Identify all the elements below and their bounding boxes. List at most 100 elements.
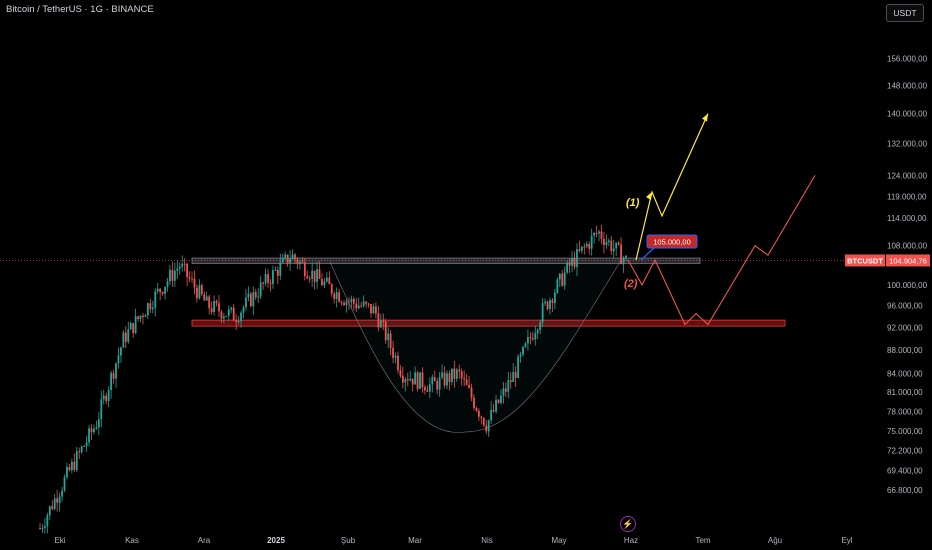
candle-body bbox=[539, 322, 542, 331]
time-tick-label: Eyl bbox=[841, 536, 852, 545]
candle-body bbox=[566, 262, 569, 273]
candle-body bbox=[240, 312, 242, 322]
candle-body bbox=[200, 285, 203, 295]
candle-body bbox=[536, 330, 539, 334]
candle-body bbox=[357, 305, 360, 309]
candle-body bbox=[298, 261, 301, 265]
candle-body bbox=[286, 254, 289, 264]
candle-body bbox=[446, 373, 448, 386]
candle-body bbox=[56, 498, 59, 503]
candle-body bbox=[507, 380, 510, 392]
candle-body bbox=[249, 293, 252, 307]
candle-body bbox=[517, 356, 520, 378]
candle-body bbox=[580, 246, 583, 251]
candle-body bbox=[245, 297, 247, 308]
price-tick-label: 75.000,00 bbox=[887, 427, 923, 436]
candle-body bbox=[399, 370, 402, 376]
time-tick-label: Kas bbox=[125, 536, 139, 545]
candle-body bbox=[323, 281, 326, 286]
candle-body bbox=[308, 278, 311, 280]
symbol-tag bbox=[845, 254, 885, 267]
candle-body bbox=[421, 372, 424, 388]
scenario-1-arrowhead bbox=[702, 113, 708, 122]
candle-body bbox=[100, 399, 103, 420]
candle-body bbox=[139, 315, 142, 319]
candle-body bbox=[519, 354, 522, 357]
time-tick-label: Ara bbox=[198, 536, 211, 545]
candle-body bbox=[169, 269, 171, 282]
candle-body bbox=[144, 315, 147, 317]
candle-body bbox=[186, 263, 189, 278]
candle-body bbox=[576, 249, 578, 267]
lightning-icon[interactable]: ⚡ bbox=[620, 516, 636, 532]
candle-body bbox=[360, 305, 363, 307]
candle-body bbox=[218, 303, 220, 312]
candle-body bbox=[598, 231, 600, 234]
candle-body bbox=[583, 246, 586, 248]
candle-body bbox=[522, 346, 524, 355]
scenario-1-label: (1) bbox=[626, 197, 640, 209]
support-zone bbox=[191, 319, 786, 327]
candle-body bbox=[352, 298, 355, 304]
candle-body bbox=[595, 233, 598, 235]
candle-body bbox=[227, 309, 230, 316]
candle-body bbox=[73, 461, 76, 470]
candle-body bbox=[546, 301, 549, 310]
candle-body bbox=[617, 242, 620, 245]
candle-body bbox=[335, 292, 338, 299]
candle-body bbox=[553, 292, 556, 304]
candle-body bbox=[321, 278, 323, 286]
candle-body bbox=[607, 240, 610, 242]
candle-body bbox=[512, 372, 515, 383]
candle-body bbox=[387, 333, 390, 341]
candle-body bbox=[397, 355, 399, 371]
candle-body bbox=[514, 372, 517, 378]
candle-body bbox=[257, 296, 260, 298]
candle-body bbox=[142, 315, 144, 317]
candle-body bbox=[490, 409, 493, 421]
candle-body bbox=[274, 269, 277, 271]
candle-body bbox=[610, 240, 613, 252]
candle-body bbox=[458, 369, 461, 372]
candle-body bbox=[51, 506, 54, 509]
candle-body bbox=[563, 272, 566, 286]
candle-body bbox=[625, 255, 627, 259]
candle-body bbox=[46, 515, 49, 527]
candle-body bbox=[154, 291, 157, 308]
candle-body bbox=[394, 355, 397, 358]
candle-body bbox=[465, 379, 468, 385]
candles bbox=[39, 225, 627, 534]
candle-body bbox=[460, 371, 463, 379]
candle-body bbox=[401, 375, 404, 383]
candle-body bbox=[97, 419, 100, 428]
candle-body bbox=[372, 306, 375, 314]
candle-body bbox=[146, 303, 149, 316]
time-tick-label: Eki bbox=[54, 536, 65, 545]
candle-body bbox=[367, 303, 370, 305]
candle-body bbox=[622, 258, 625, 265]
candle-body bbox=[541, 303, 544, 323]
candle-body bbox=[161, 292, 164, 294]
candle-body bbox=[382, 320, 385, 322]
candle-body bbox=[495, 399, 497, 412]
price-tick-label: 100.000,00 bbox=[887, 281, 928, 290]
time-tick-label: May bbox=[551, 536, 566, 545]
scenario-2-path bbox=[627, 175, 816, 326]
candle-body bbox=[78, 451, 81, 453]
currency-button[interactable]: USDT bbox=[886, 4, 924, 22]
candle-body bbox=[247, 293, 250, 298]
candle-body bbox=[193, 278, 196, 288]
candle-body bbox=[151, 307, 154, 310]
candle-body bbox=[164, 286, 166, 294]
scenario-1-path bbox=[635, 113, 709, 261]
candle-body bbox=[504, 388, 507, 392]
symbol-tag-label: BTCUSDT bbox=[847, 256, 883, 265]
candle-body bbox=[137, 316, 139, 319]
candle-body bbox=[269, 282, 272, 284]
candle-body bbox=[411, 378, 414, 385]
price-tick-label: 132.000,00 bbox=[887, 140, 928, 149]
candle-body bbox=[529, 337, 532, 339]
candle-body bbox=[338, 292, 341, 302]
candle-body bbox=[166, 281, 169, 287]
